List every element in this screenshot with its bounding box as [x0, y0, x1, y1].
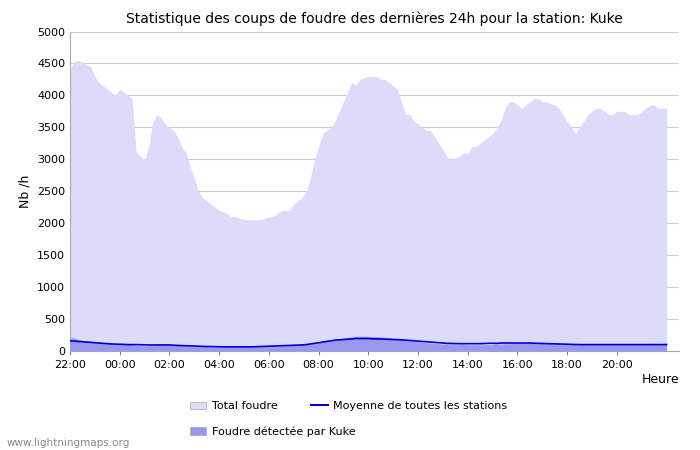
Text: www.lightningmaps.org: www.lightningmaps.org	[7, 438, 130, 448]
Text: Heure: Heure	[641, 374, 679, 387]
Legend: Foudre détectée par Kuke: Foudre détectée par Kuke	[186, 422, 360, 441]
Y-axis label: Nb /h: Nb /h	[18, 175, 32, 208]
Title: Statistique des coups de foudre des dernières 24h pour la station: Kuke: Statistique des coups de foudre des dern…	[126, 12, 623, 26]
